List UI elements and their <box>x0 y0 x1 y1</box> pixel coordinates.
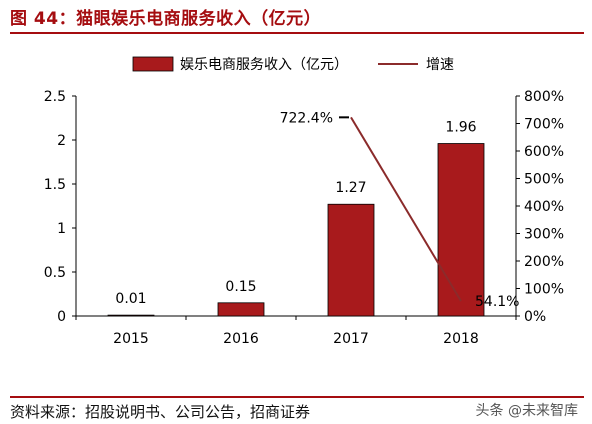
growth-point-label: 54.1% <box>475 294 519 310</box>
left-tick-label: 0 <box>57 309 66 325</box>
source-rule <box>10 396 584 398</box>
left-tick-label: 2.5 <box>44 89 66 105</box>
left-tick-label: 1.5 <box>44 177 66 193</box>
right-tick-label: 400% <box>524 199 564 215</box>
right-tick-label: 100% <box>524 282 564 298</box>
x-tick-label: 2018 <box>443 331 479 347</box>
bar-2016 <box>217 302 265 317</box>
x-tick-label: 2016 <box>223 331 259 347</box>
right-tick-label: 0% <box>524 309 546 325</box>
source-note: 资料来源：招股说明书、公司公告，招商证券 <box>10 403 311 421</box>
right-tick-label: 300% <box>524 227 564 243</box>
right-tick-label: 200% <box>524 254 564 270</box>
title-rule <box>10 32 584 34</box>
right-tick-label: 800% <box>524 89 564 105</box>
left-tick-label: 0.5 <box>44 265 66 281</box>
bar-2018 <box>437 143 485 317</box>
legend-line-label: 增速 <box>426 57 454 73</box>
watermark: 头条 @未来智库 <box>475 403 578 419</box>
x-tick-label: 2015 <box>113 331 149 347</box>
legend-bar-label: 娱乐电商服务收入（亿元） <box>180 57 348 73</box>
left-tick-label: 2 <box>57 133 66 149</box>
bar-value-label: 1.27 <box>335 180 366 196</box>
bar-value-label: 0.15 <box>225 279 256 295</box>
bar-2017 <box>327 203 375 317</box>
growth-line <box>350 116 462 302</box>
right-tick-label: 700% <box>524 117 564 133</box>
legend-bar-swatch <box>132 56 174 72</box>
x-tick-label: 2017 <box>333 331 369 347</box>
right-tick-label: 500% <box>524 172 564 188</box>
bar-2015 <box>107 314 155 317</box>
bar-value-label: 0.01 <box>115 291 146 307</box>
bar-value-label: 1.96 <box>445 120 476 136</box>
right-tick-label: 600% <box>524 144 564 160</box>
figure-title: 图 44：猫眼娱乐电商服务收入（亿元） <box>10 9 322 29</box>
growth-point-label: 722.4% <box>280 110 333 126</box>
left-tick-label: 1 <box>57 221 66 237</box>
